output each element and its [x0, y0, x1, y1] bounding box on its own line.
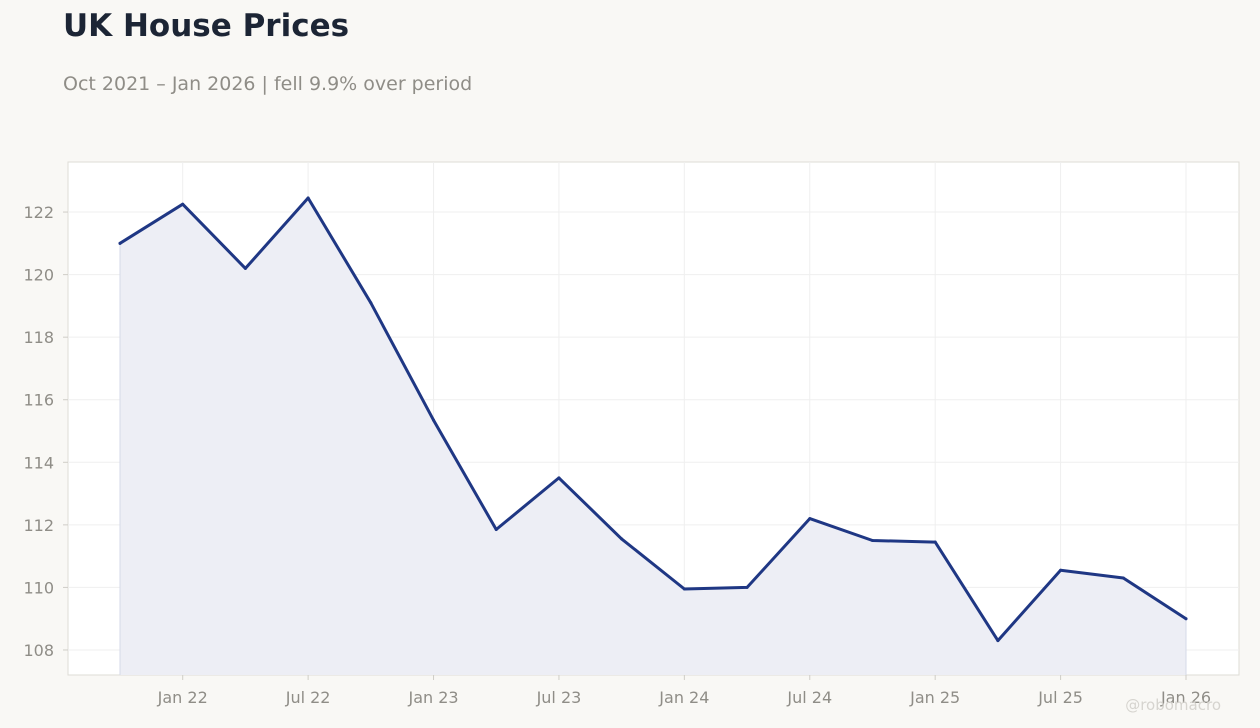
data-point	[933, 540, 937, 544]
data-point	[870, 538, 874, 542]
data-point	[243, 266, 247, 270]
x-tick-label: Jul 25	[1037, 688, 1083, 707]
series-area-fill	[120, 198, 1186, 675]
data-point	[557, 476, 561, 480]
y-tick-label: 114	[23, 453, 54, 472]
x-tick-label: Jan 25	[909, 688, 960, 707]
y-tick-label: 118	[23, 328, 54, 347]
series-line	[118, 196, 1188, 643]
x-axis-ticks: Jan 22 Jul 22 Jan 23 Jul 23 Jan 24 Jul 24 Jan …	[157, 675, 1211, 707]
x-tick-label: Jul 22	[285, 688, 331, 707]
data-point	[808, 517, 812, 521]
y-tick-label: 116	[23, 391, 54, 410]
x-tick-label: Jan 23	[407, 688, 458, 707]
y-tick-label: 120	[23, 266, 54, 285]
x-tick-label: Jan 22	[157, 688, 208, 707]
x-tick-label: Jan 26	[1160, 688, 1211, 707]
chart-subtitle: Oct 2021 – Jan 2026 | fell 9.9% over per…	[63, 73, 473, 95]
chart-title: UK House Prices	[63, 8, 350, 44]
data-point	[369, 301, 373, 305]
data-point	[494, 528, 498, 532]
data-point	[432, 418, 436, 422]
y-axis-ticks: 108 110 112 114 116 118 120 122	[23, 203, 68, 660]
data-point	[306, 196, 310, 200]
data-point	[682, 587, 686, 591]
data-point	[1121, 576, 1125, 580]
data-point	[996, 639, 1000, 643]
watermark-text: @robomacro	[1125, 696, 1221, 714]
x-tick-label: Jan 24	[658, 688, 709, 707]
data-point	[1059, 568, 1063, 572]
data-point	[118, 241, 122, 245]
data-point	[181, 202, 185, 206]
data-point	[620, 537, 624, 541]
area-edge-lines	[119, 243, 1187, 675]
y-tick-label: 122	[23, 203, 54, 222]
x-tick-label: Jul 24	[786, 688, 832, 707]
data-points	[118, 196, 1188, 643]
y-tick-label: 112	[23, 516, 54, 535]
y-tick-label: 108	[23, 641, 54, 660]
x-tick-label: Jul 23	[536, 688, 582, 707]
y-tick-label: 110	[23, 578, 54, 597]
data-point	[1184, 617, 1188, 621]
data-point	[745, 585, 749, 589]
